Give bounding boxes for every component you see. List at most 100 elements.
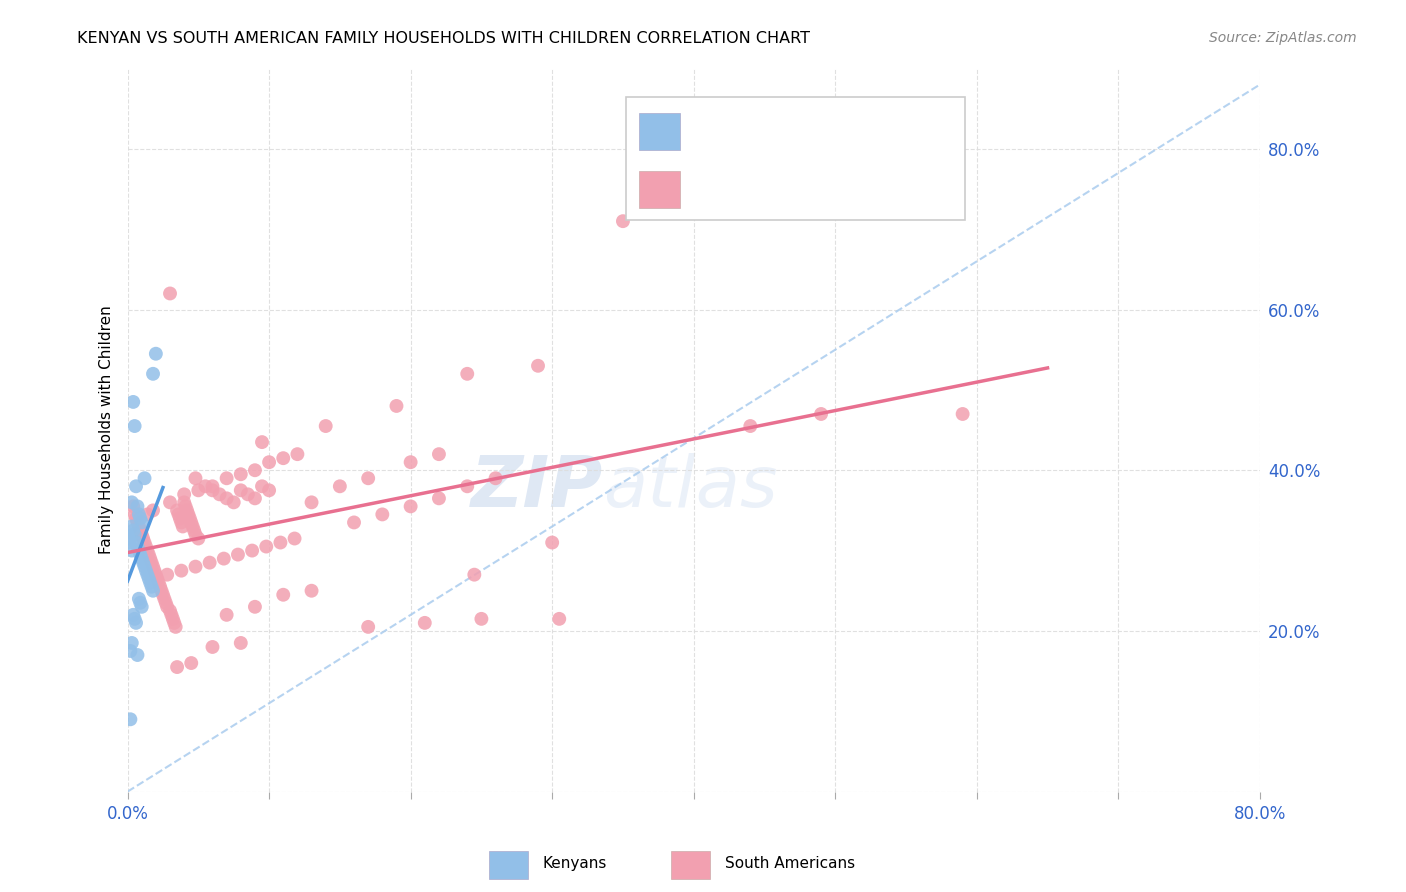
Text: Source: ZipAtlas.com: Source: ZipAtlas.com	[1209, 31, 1357, 45]
Point	[160, 607, 183, 622]
Point	[180, 516, 202, 530]
Point	[159, 604, 181, 618]
Point	[121, 543, 143, 558]
Point	[141, 580, 163, 594]
Point	[236, 487, 259, 501]
Point	[141, 556, 163, 570]
Point	[159, 495, 181, 509]
Point	[243, 463, 266, 477]
Point	[142, 367, 165, 381]
Point	[301, 495, 323, 509]
Point	[167, 508, 190, 522]
Point	[139, 575, 162, 590]
Point	[152, 588, 174, 602]
Point	[541, 535, 564, 549]
Point	[229, 483, 252, 498]
Point	[183, 524, 205, 538]
Point	[131, 551, 153, 566]
Point	[173, 495, 195, 509]
Point	[456, 367, 478, 381]
Point	[142, 503, 165, 517]
Point	[121, 495, 143, 509]
Point	[124, 419, 146, 434]
Point	[156, 567, 179, 582]
Point	[254, 540, 277, 554]
Point	[166, 503, 188, 517]
Text: ZIP: ZIP	[471, 453, 603, 523]
Point	[250, 479, 273, 493]
Point	[184, 527, 207, 541]
Point	[138, 548, 160, 562]
Point	[138, 572, 160, 586]
Point	[131, 599, 153, 614]
Point	[134, 535, 156, 549]
Point	[215, 471, 238, 485]
Point	[132, 556, 155, 570]
Point	[146, 572, 169, 586]
Point	[156, 599, 179, 614]
Point	[145, 347, 167, 361]
Point	[170, 516, 193, 530]
Point	[127, 648, 149, 662]
Point	[184, 471, 207, 485]
Point	[136, 567, 159, 582]
Point	[125, 479, 148, 493]
Point	[122, 395, 145, 409]
Point	[176, 503, 198, 517]
Point	[284, 532, 307, 546]
Point	[385, 399, 408, 413]
Point	[250, 435, 273, 450]
Point	[399, 455, 422, 469]
Point	[129, 524, 152, 538]
Text: South Americans: South Americans	[725, 855, 855, 871]
Point	[127, 500, 149, 514]
Point	[148, 575, 170, 590]
Point	[240, 543, 263, 558]
Point	[271, 451, 294, 466]
Point	[121, 636, 143, 650]
Point	[184, 559, 207, 574]
Point	[187, 532, 209, 546]
Point	[124, 527, 146, 541]
Point	[810, 407, 832, 421]
Point	[122, 500, 145, 514]
Point	[135, 564, 157, 578]
Point	[740, 419, 762, 434]
Bar	[671, 851, 710, 880]
Point	[136, 508, 159, 522]
Point	[181, 519, 204, 533]
Point	[128, 508, 150, 522]
Point	[215, 491, 238, 506]
Point	[155, 596, 177, 610]
Point	[127, 540, 149, 554]
Point	[150, 583, 173, 598]
Point	[128, 519, 150, 533]
Point	[413, 615, 436, 630]
Point	[174, 500, 197, 514]
Point	[120, 712, 142, 726]
Point	[136, 543, 159, 558]
Point	[612, 214, 634, 228]
Point	[145, 567, 167, 582]
Point	[371, 508, 394, 522]
Point	[129, 511, 152, 525]
Point	[527, 359, 550, 373]
Point	[470, 612, 492, 626]
Point	[163, 615, 186, 630]
Point	[120, 644, 142, 658]
Point	[129, 548, 152, 562]
Point	[125, 615, 148, 630]
Y-axis label: Family Households with Children: Family Households with Children	[100, 306, 114, 555]
Point	[548, 612, 571, 626]
Point	[124, 612, 146, 626]
Point	[212, 551, 235, 566]
Point	[215, 607, 238, 622]
Point	[125, 511, 148, 525]
Text: KENYAN VS SOUTH AMERICAN FAMILY HOUSEHOLDS WITH CHILDREN CORRELATION CHART: KENYAN VS SOUTH AMERICAN FAMILY HOUSEHOL…	[77, 31, 810, 46]
Point	[159, 286, 181, 301]
Point	[142, 583, 165, 598]
Point	[169, 511, 191, 525]
Point	[179, 511, 201, 525]
Point	[153, 591, 176, 606]
Point	[177, 508, 200, 522]
